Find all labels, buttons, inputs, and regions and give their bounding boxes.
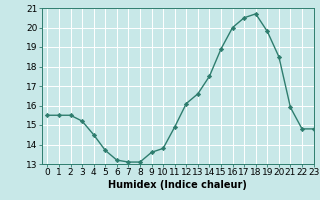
- X-axis label: Humidex (Indice chaleur): Humidex (Indice chaleur): [108, 180, 247, 190]
